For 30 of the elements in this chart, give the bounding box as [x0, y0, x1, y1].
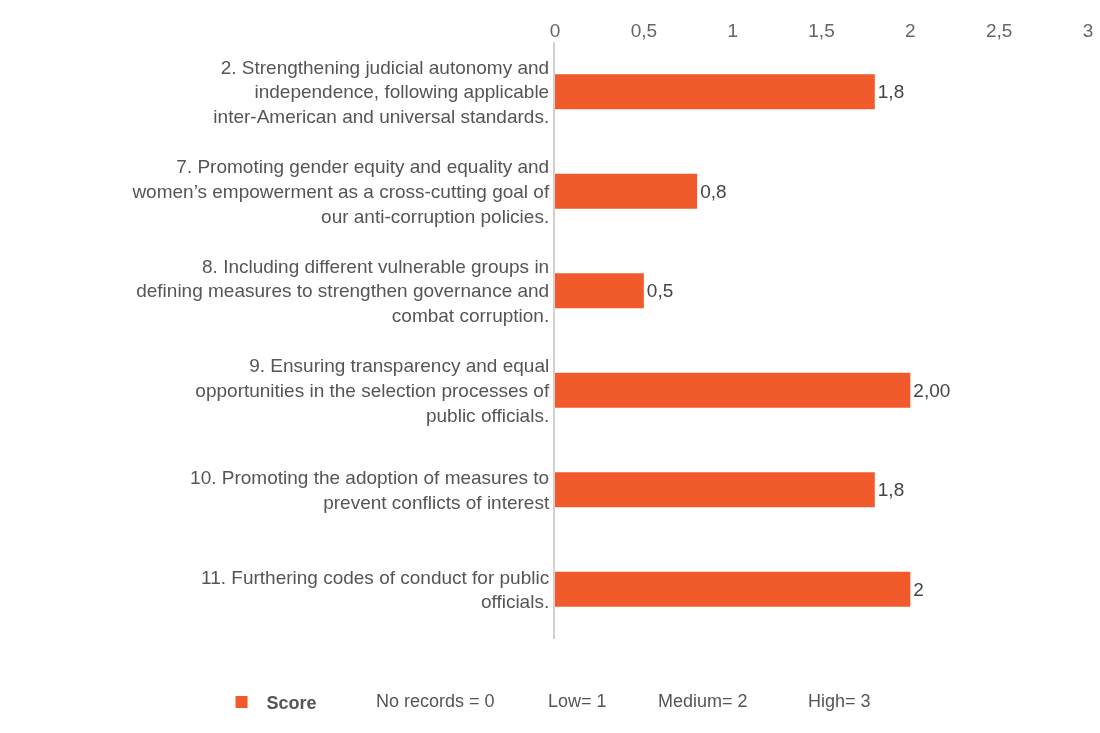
data-label: 0,5 — [646, 280, 674, 302]
text: High= 3 — [808, 691, 871, 711]
data-label: 2 — [913, 578, 924, 600]
x-tick-label: 0,5 — [630, 20, 658, 42]
bar — [555, 571, 911, 607]
y-tick-label: 11. Furthering codes of conduct for public officials. — [201, 566, 550, 613]
legend-label: Score — [266, 692, 317, 713]
text: Medium= 2 — [658, 691, 748, 711]
x-tick-label: 2 — [905, 20, 916, 42]
text: No records = 0 — [376, 691, 495, 711]
x-tick-label: 0 — [549, 20, 561, 42]
text: Low= 1 — [548, 691, 607, 711]
x-tick-label: 1,5 — [808, 20, 835, 42]
data-label: 1,8 — [877, 479, 905, 501]
y-tick-label: 10. Promoting the adoption of measures to prevent conflicts of interest — [190, 467, 550, 513]
bar — [555, 74, 875, 110]
data-label: 2,00 — [913, 379, 951, 401]
y-tick-label: 9. Ensuring transparency and equal opportunities in the selection processes of public officials. — [195, 355, 550, 426]
x-tick-label: 1 — [727, 20, 738, 42]
y-tick-label: 8. Including different vulnerable groups in defining measures to strengthen governance and combat corruption. — [136, 255, 550, 327]
x-tick-label: 3 — [1082, 20, 1094, 42]
bar — [555, 273, 644, 309]
data-label: 0,8 — [700, 180, 727, 202]
y-tick-label: 2. Strengthening judicial autonomy and independence, following applicable inter-American and universal standards. — [213, 56, 550, 128]
x-tick-label: 2,5 — [985, 20, 1013, 42]
data-label: 1,8 — [877, 81, 905, 103]
bar — [555, 173, 698, 209]
bar — [555, 372, 911, 408]
y-tick-label: 7. Promoting gender equity and equality and women’s empowerment as a cross-cutting goal of our anti-corruption policies. — [131, 156, 550, 227]
bar — [555, 472, 875, 508]
